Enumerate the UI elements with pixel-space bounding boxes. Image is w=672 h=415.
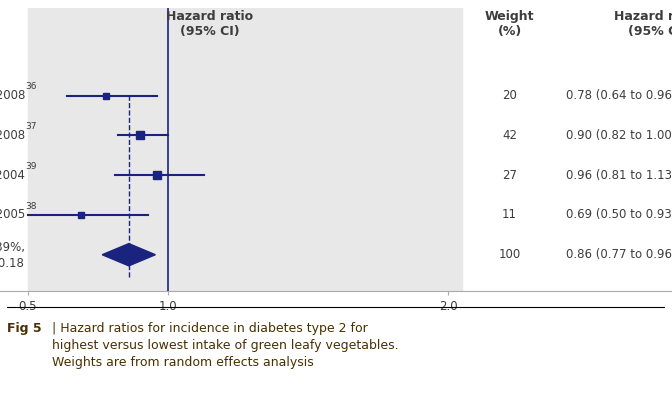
Bar [28,8,462,290]
Text: Overall: I²=39%,: Overall: I²=39%, [0,241,25,254]
Text: 0.90 (0.82 to 1.00): 0.90 (0.82 to 1.00) [566,129,672,142]
Text: Hazard ratio
(95% CI): Hazard ratio (95% CI) [167,10,253,38]
Text: 38: 38 [26,202,37,211]
Text: 36: 36 [26,83,37,91]
Text: 39: 39 [26,162,37,171]
Text: | Hazard ratios for incidence in diabetes type 2 for
highest versus lowest intak: | Hazard ratios for incidence in diabete… [52,322,398,369]
Text: 37: 37 [26,122,37,131]
Text: Fig 5: Fig 5 [7,322,42,335]
Text: 27: 27 [502,169,517,182]
Text: Bazzano 2008: Bazzano 2008 [0,129,25,142]
Text: P=0.18: P=0.18 [0,257,25,270]
Text: 100: 100 [499,248,521,261]
Polygon shape [102,244,155,266]
Text: 0.86 (0.77 to 0.96): 0.86 (0.77 to 0.96) [566,248,672,261]
Text: Weight
(%): Weight (%) [485,10,534,38]
Text: 11: 11 [502,208,517,222]
Text: Hazard ratio
(95% CI): Hazard ratio (95% CI) [614,10,672,38]
Text: Villegas 2008: Villegas 2008 [0,89,25,102]
Text: 0.96 (0.81 to 1.13): 0.96 (0.81 to 1.13) [566,169,672,182]
Text: 0.78 (0.64 to 0.96): 0.78 (0.64 to 0.96) [566,89,672,102]
Text: 20: 20 [502,89,517,102]
Text: Montonen 2005: Montonen 2005 [0,208,25,222]
Text: Liu 2004: Liu 2004 [0,169,25,182]
Text: 42: 42 [502,129,517,142]
Text: 0.69 (0.50 to 0.93): 0.69 (0.50 to 0.93) [566,208,672,222]
